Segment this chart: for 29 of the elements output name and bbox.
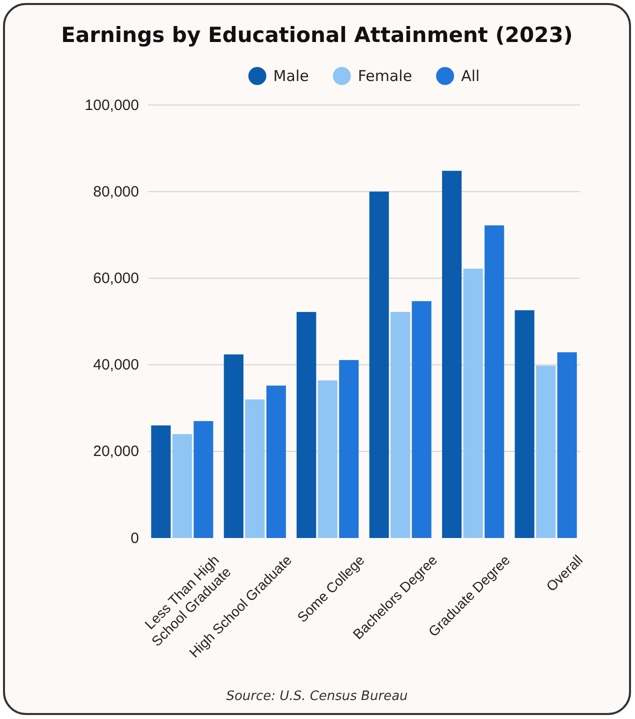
bar bbox=[484, 225, 504, 538]
bar bbox=[463, 268, 483, 538]
legend-label: Female bbox=[358, 67, 412, 85]
bar bbox=[412, 301, 432, 538]
chart-title: Earnings by Educational Attainment (2023) bbox=[61, 23, 573, 47]
legend-label: Male bbox=[273, 67, 309, 85]
source-note: Source: U.S. Census Bureau bbox=[226, 689, 408, 704]
bar bbox=[224, 354, 244, 538]
bar bbox=[318, 380, 338, 538]
bar bbox=[296, 312, 316, 538]
y-tick-label: 80,000 bbox=[93, 183, 139, 200]
bar bbox=[369, 192, 389, 538]
legend-label: All bbox=[461, 67, 480, 85]
bar bbox=[151, 425, 171, 538]
y-tick-label: 100,000 bbox=[84, 96, 139, 114]
bar bbox=[266, 386, 286, 538]
bar bbox=[194, 421, 214, 538]
bar bbox=[536, 366, 556, 538]
bar bbox=[557, 352, 577, 538]
bar bbox=[172, 434, 192, 538]
y-tick-label: 0 bbox=[130, 530, 139, 547]
y-tick-label: 20,000 bbox=[93, 443, 139, 460]
bar bbox=[390, 312, 410, 538]
bar bbox=[514, 310, 534, 538]
y-tick-label: 40,000 bbox=[93, 356, 139, 374]
bar bbox=[442, 170, 462, 538]
bar bbox=[339, 360, 359, 538]
bar bbox=[245, 399, 265, 538]
y-tick-label: 60,000 bbox=[93, 270, 139, 287]
